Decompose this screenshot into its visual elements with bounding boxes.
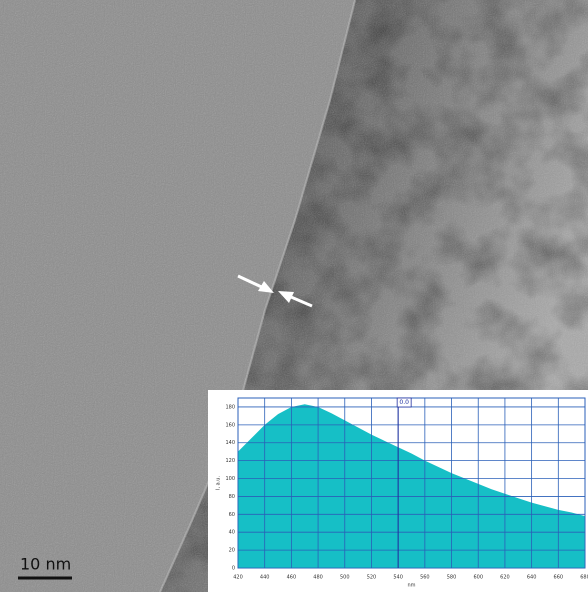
page: 10 nm 0 20 40 60 80 100 120 140 160 180 420 440 460 4… (0, 0, 588, 592)
y-tick-label: 60 (229, 512, 235, 518)
x-axis-label: nm (407, 583, 415, 589)
x-tick-label: 620 (500, 575, 510, 581)
x-tick-label: 500 (340, 575, 350, 581)
x-tick-label: 540 (393, 575, 403, 581)
micrograph: 10 nm 0 20 40 60 80 100 120 140 160 180 420 440 460 4… (0, 0, 588, 592)
x-tick-label: 520 (367, 575, 377, 581)
marker-label: 0.0 (399, 399, 409, 406)
y-tick-label: 0 (232, 566, 235, 572)
y-tick-label: 40 (229, 530, 235, 536)
x-tick-label: 440 (260, 575, 270, 581)
y-tick-label: 120 (225, 458, 235, 464)
y-tick-label: 160 (225, 422, 235, 428)
y-tick-label: 140 (225, 440, 235, 446)
scale-bar-label: 10 nm (20, 555, 71, 574)
y-tick-label: 100 (225, 476, 235, 482)
x-tick-label: 640 (527, 575, 537, 581)
x-tick-label: 580 (447, 575, 457, 581)
y-axis-label: I, a.u. (216, 476, 222, 490)
x-tick-label: 420 (233, 575, 243, 581)
x-tick-label: 460 (287, 575, 297, 581)
x-tick-label: 660 (554, 575, 564, 581)
y-tick-label: 80 (229, 494, 235, 500)
x-tick-label: 560 (420, 575, 430, 581)
x-tick-label: 680 (580, 575, 588, 581)
x-tick-label: 480 (313, 575, 323, 581)
y-tick-label: 180 (225, 404, 235, 410)
y-tick-label: 20 (229, 548, 235, 554)
x-tick-label: 600 (473, 575, 483, 581)
